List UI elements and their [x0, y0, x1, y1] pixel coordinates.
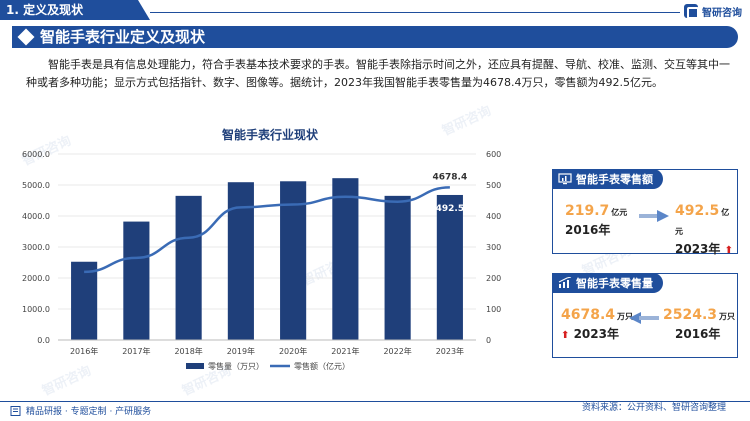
y-left-tick-label: 1000.0 — [22, 305, 50, 314]
metric-unit: 亿元 — [675, 208, 730, 236]
metric-unit: 万只 — [617, 312, 634, 321]
card-title: 智能手表零售额 — [576, 173, 653, 186]
line-path — [84, 186, 450, 274]
document-icon — [10, 405, 21, 416]
x-tick-label: 2020年 — [279, 346, 307, 356]
y-left-tick-label: 2000.0 — [22, 274, 50, 283]
metric-value: 492.5 — [675, 203, 720, 219]
intro-paragraph: 智能手表是具有信息处理能力，符合手表基本技术要求的手表。智能手表除指示时间之外，… — [26, 58, 730, 89]
bar — [384, 195, 411, 340]
bar-data-label: 492.5 — [436, 204, 464, 214]
metric-unit: 亿元 — [611, 208, 628, 217]
y-right-tick-label: 500 — [486, 181, 501, 190]
brand: 智研咨询 — [684, 2, 742, 20]
x-tick-label: 2022年 — [383, 346, 411, 356]
chart-legend: 零售量（万只） 零售额（亿元） — [186, 361, 350, 371]
metric-from: 219.7 亿元 2016年 — [565, 200, 627, 238]
y-left-tick-label: 6000.0 — [22, 150, 50, 159]
x-tick-label: 2019年 — [227, 346, 255, 356]
sales-volume-card: 智能手表零售量 4678.4 万只 ⬆ 2023年 2524.3 万只 2016年 — [552, 273, 738, 358]
line-series: 4678.4 492.5 — [84, 172, 468, 274]
x-tick-label: 2016年 — [70, 346, 98, 356]
top-bar: 1. 定义及现状 智研咨询 — [0, 0, 750, 22]
bar — [332, 178, 359, 340]
title-band — [12, 26, 738, 48]
x-tick-label: 2018年 — [174, 346, 202, 356]
metric-value: 4678.4 — [561, 307, 616, 323]
watermark: 智研咨询 — [440, 103, 494, 140]
footer-source: 资料来源：公开资料、智研咨询整理 — [581, 403, 726, 413]
arrow-right-icon — [639, 210, 669, 222]
legend-bar-label: 零售量（万只） — [208, 361, 264, 371]
line-data-label: 4678.4 — [433, 172, 468, 182]
up-arrow-icon: ⬆ — [724, 245, 733, 256]
section-label: 1. 定义及现状 — [0, 0, 150, 20]
y-right-tick-label: 600 — [486, 150, 501, 159]
sales-value-card: 智能手表零售额 219.7 亿元 2016年 492.5 亿元 2023年 ⬆ — [552, 169, 738, 257]
monitor-chart-icon — [558, 173, 572, 185]
metric-year: 2016年 — [565, 223, 611, 237]
y-left-tick-label: 0.0 — [37, 336, 50, 345]
bar — [175, 195, 202, 340]
card-title: 智能手表零售量 — [576, 277, 653, 290]
metric-value: 2524.3 — [663, 307, 718, 323]
chart-grid — [58, 153, 476, 341]
metric-to: 492.5 亿元 2023年 ⬆ — [675, 200, 737, 257]
bar — [436, 194, 463, 340]
chart-title: 智能手表行业现状 — [221, 128, 318, 142]
y-right-tick-label: 400 — [486, 212, 501, 221]
metric-value: 219.7 — [565, 203, 610, 219]
page-title: 智能手表行业定义及现状 — [40, 28, 206, 46]
metric-year: 2016年 — [675, 327, 721, 341]
metric-right: 2524.3 万只 2016年 — [663, 304, 735, 342]
x-tick-label: 2023年 — [436, 346, 464, 356]
card-header: 智能手表零售量 — [552, 273, 663, 293]
bar-series — [71, 178, 463, 340]
metric-year: ⬆ 2023年 — [561, 327, 619, 341]
metric-unit: 万只 — [719, 312, 736, 321]
trend-chart-icon — [558, 277, 572, 288]
metric-left: 4678.4 万只 ⬆ 2023年 — [561, 304, 633, 342]
bar — [71, 261, 98, 340]
top-divider — [150, 12, 680, 13]
y-right-tick-label: 300 — [486, 243, 501, 252]
y-right-tick-label: 200 — [486, 274, 501, 283]
chart-axes: 0.0 1000.0 2000.0 3000.0 4000.0 5000.0 6000.0 0… — [22, 150, 501, 356]
brand-name: 智研咨询 — [702, 7, 742, 19]
up-arrow-icon: ⬆ — [561, 330, 570, 341]
y-left-tick-label: 3000.0 — [22, 243, 50, 252]
x-tick-label: 2017年 — [122, 346, 150, 356]
legend-line-label: 零售额（亿元） — [294, 361, 350, 371]
bar — [123, 221, 150, 340]
footer-divider — [0, 401, 750, 402]
footer-left-text: 精品研报 · 专题定制 · 产研服务 — [26, 407, 152, 417]
x-tick-label: 2021年 — [331, 346, 359, 356]
card-header: 智能手表零售额 — [552, 169, 663, 189]
bar — [227, 182, 254, 340]
combo-chart: 4678.4 492.5 0.0 1000.0 2000.0 3000.0 4000.0 5… — [22, 150, 501, 371]
bar — [280, 181, 307, 340]
y-right-tick-label: 0 — [486, 336, 491, 345]
legend-bar-swatch — [186, 363, 204, 369]
arrow-left-icon — [629, 312, 659, 324]
brand-logo-icon — [684, 4, 699, 19]
footer-tagline: 精品研报 · 专题定制 · 产研服务 — [10, 404, 151, 417]
metric-year: 2023年 ⬆ — [675, 242, 733, 256]
y-left-tick-label: 4000.0 — [22, 212, 50, 221]
y-left-tick-label: 5000.0 — [22, 181, 50, 190]
y-right-tick-label: 100 — [486, 305, 501, 314]
